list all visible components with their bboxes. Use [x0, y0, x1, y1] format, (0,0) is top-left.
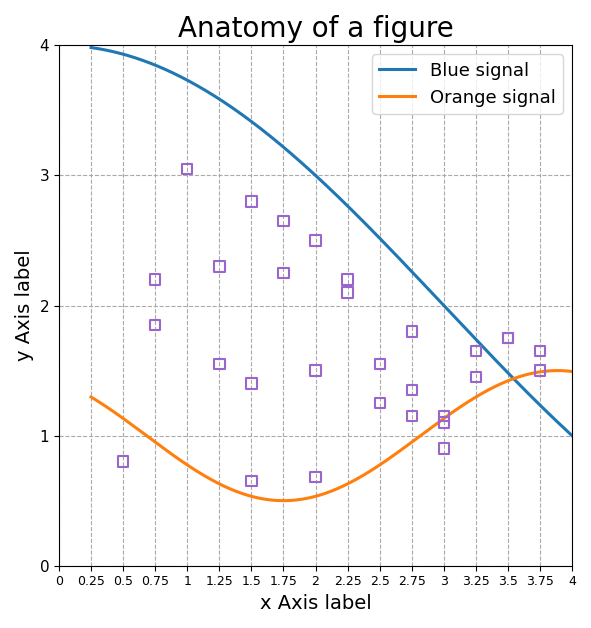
Orange signal — [137, 427, 144, 435]
Point — [407, 385, 417, 395]
Point — [535, 346, 545, 356]
Point — [343, 288, 352, 298]
Blue signal — [87, 44, 95, 51]
Orange signal — [282, 497, 290, 504]
Orange signal — [300, 495, 307, 503]
Point — [151, 274, 160, 284]
Point — [246, 379, 256, 389]
Blue signal — [471, 335, 478, 342]
Y-axis label: y Axis label: y Axis label — [15, 250, 34, 361]
Point — [503, 333, 512, 343]
Legend: Blue signal, Orange signal: Blue signal, Orange signal — [372, 55, 563, 114]
Point — [311, 236, 320, 246]
Point — [471, 346, 480, 356]
Blue signal — [137, 56, 144, 63]
Point — [215, 359, 224, 369]
Point — [439, 443, 449, 453]
Point — [343, 274, 352, 284]
Blue signal — [300, 160, 307, 168]
Point — [375, 359, 384, 369]
Orange signal — [280, 497, 287, 504]
Orange signal — [463, 399, 470, 406]
Point — [407, 327, 417, 337]
Orange signal — [569, 368, 576, 376]
Blue signal — [282, 145, 289, 153]
Point — [439, 411, 449, 421]
Point — [311, 472, 320, 482]
Point — [471, 372, 480, 382]
Point — [535, 365, 545, 376]
Orange signal — [472, 394, 479, 401]
Blue signal — [463, 325, 470, 333]
Point — [183, 164, 192, 174]
Point — [439, 418, 449, 428]
Point — [151, 320, 160, 330]
Point — [375, 398, 384, 408]
Point — [311, 365, 320, 376]
Line: Orange signal: Orange signal — [91, 371, 572, 501]
X-axis label: x Axis label: x Axis label — [259, 594, 371, 613]
Orange signal — [87, 393, 95, 401]
Line: Blue signal: Blue signal — [91, 48, 572, 436]
Point — [246, 197, 256, 207]
Orange signal — [554, 367, 561, 374]
Point — [246, 476, 256, 486]
Blue signal — [569, 432, 576, 440]
Point — [118, 457, 128, 467]
Point — [215, 261, 224, 271]
Orange signal — [418, 431, 426, 438]
Point — [407, 411, 417, 421]
Point — [503, 333, 512, 343]
Blue signal — [418, 278, 425, 286]
Point — [279, 268, 288, 278]
Title: Anatomy of a figure: Anatomy of a figure — [178, 15, 453, 43]
Point — [279, 216, 288, 226]
